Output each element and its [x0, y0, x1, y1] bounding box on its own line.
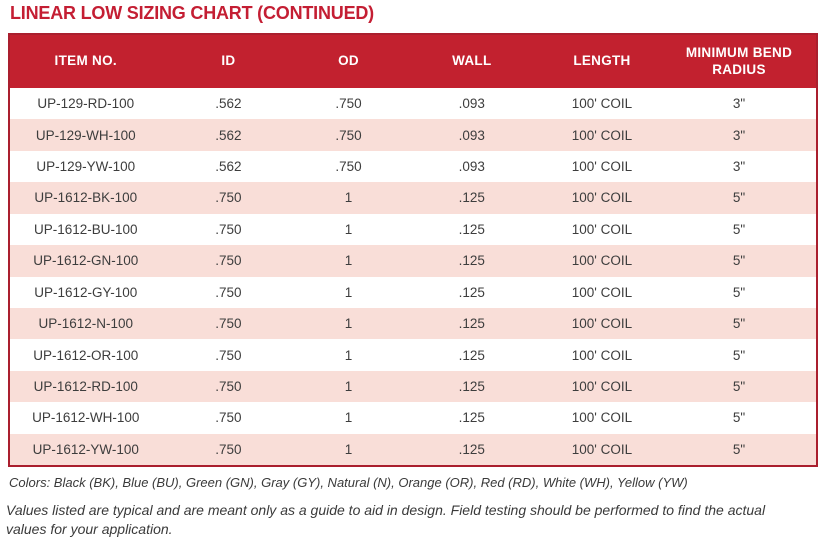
table-cell: 1: [344, 284, 353, 300]
table-cell: 5": [732, 253, 746, 269]
table-body: UP-129-RD-100.562.750.093 100' COIL 3" UP-1…: [10, 88, 816, 466]
table-row: UP-1612-BU-100 .750 1 .125 100' COIL 5": [10, 213, 816, 246]
sizing-table: ITEM NO. ID OD WALL LENGTH MINIMUM BEND RADIU…: [8, 33, 818, 467]
table-cell: 5": [732, 221, 746, 237]
table-cell: .125: [458, 347, 485, 363]
table-row: UP-1612-YW-100 .750 1 .125 100' COIL 5": [10, 433, 816, 466]
table-cell: 3": [732, 159, 746, 175]
table-cell: .750: [215, 347, 242, 363]
table-cell: 100' COIL: [571, 284, 633, 300]
table-cell: 5": [732, 284, 746, 300]
table-cell: .125: [458, 316, 485, 332]
table-cell: .562: [215, 96, 242, 112]
table-cell: UP-1612-GY-100: [34, 284, 138, 300]
table-cell: 100' COIL: [571, 379, 633, 394]
table-cell: 1: [344, 316, 353, 332]
table-cell: 100' COIL: [571, 347, 633, 363]
table-cell: .750: [215, 410, 242, 426]
table-cell: 1: [344, 221, 353, 237]
table-cell: .750: [335, 96, 362, 112]
table-cell: 5": [732, 347, 746, 363]
table-row: UP-129-RD-100 .562 .750 .093 100' COIL 3": [10, 88, 816, 120]
table-cell: 1: [344, 379, 353, 394]
table-cell: 100' COIL: [571, 159, 633, 175]
table-row: UP-1612-RD-100 .750 1 .125 100' COIL 5": [10, 370, 816, 403]
table-cell: .562: [215, 127, 242, 143]
table-row: UP-1612-WH-100 .750 1 .125 100' COIL 5": [10, 402, 816, 434]
table-cell: .750: [215, 190, 242, 206]
table-cell: .750: [215, 316, 242, 332]
column-header: MINIMUM BEND RADIUS: [685, 44, 793, 77]
table-cell: 100' COIL: [571, 253, 633, 269]
table-header-row: ITEM NO. ID OD WALL LENGTH MINIMUM BEND RADIU…: [10, 35, 816, 88]
table-cell: 1: [344, 253, 353, 269]
table-cell: UP-1612-OR-100: [33, 347, 139, 363]
table-cell: 100' COIL: [571, 127, 633, 143]
table-cell: 3": [732, 96, 746, 112]
table-cell: .750: [335, 159, 362, 175]
table-cell: .125: [458, 221, 485, 237]
table-row: UP-129-WH-100 .562 .750 .093 100' COIL 3": [10, 119, 816, 151]
table-row: UP-1612-BK-100 .750 1 .125 100' COIL 5": [10, 182, 816, 214]
table-cell: .125: [458, 284, 485, 300]
table-cell: .750: [335, 127, 362, 143]
table-cell: UP-129-RD-100: [37, 96, 135, 112]
table-cell: 100' COIL: [571, 441, 633, 457]
table-cell: 1: [344, 190, 353, 206]
table-cell: 100' COIL: [571, 190, 633, 206]
table-cell: .125: [458, 410, 485, 426]
table-cell: UP-1612-N-100: [38, 316, 134, 332]
table-row: UP-129-YW-100 .562 .750 .093 100' COIL 3": [10, 150, 816, 183]
table-row: UP-1612-GN-100 .750 1 .125 100' COIL 5": [10, 245, 816, 277]
table-cell: UP-1612-RD-100: [33, 379, 138, 394]
table-cell: 1: [344, 410, 353, 426]
table-cell: .125: [458, 190, 485, 206]
table-cell: 100' COIL: [571, 410, 633, 426]
table-cell: .125: [458, 253, 485, 269]
table-cell: 5": [732, 379, 746, 394]
table-cell: .093: [458, 159, 485, 175]
column-header: ID: [221, 53, 236, 69]
table-cell: .750: [215, 379, 242, 394]
table-cell: 5": [732, 441, 746, 457]
table-cell: 1: [344, 441, 353, 457]
table-cell: UP-1612-BU-100: [33, 221, 138, 237]
page-title: LINEAR LOW SIZING CHART (CONTINUED): [10, 3, 374, 23]
table-cell: .750: [215, 253, 242, 269]
table-cell: .093: [458, 127, 485, 143]
table-cell: 5": [732, 316, 746, 332]
column-header: LENGTH: [573, 53, 631, 69]
table-cell: .125: [458, 441, 485, 457]
table-cell: UP-1612-WH-100: [32, 410, 140, 426]
table-cell: UP-129-WH-100: [35, 127, 136, 143]
table-cell: 5": [732, 190, 746, 206]
table-cell: 100' COIL: [571, 221, 633, 237]
table-cell: 100' COIL: [571, 96, 633, 112]
table-cell: UP-1612-GN-100: [33, 253, 139, 269]
table-cell: .093: [458, 96, 485, 112]
column-header: OD: [338, 53, 359, 69]
table-cell: .750: [215, 441, 242, 457]
table-cell: .750: [215, 284, 242, 300]
table-cell: .750: [215, 221, 242, 237]
table-cell: .125: [458, 379, 485, 394]
table-cell: UP-1612-BK-100: [34, 190, 138, 206]
column-header: WALL: [452, 53, 492, 69]
table-cell: UP-129-YW-100: [36, 159, 136, 175]
table-cell: 1: [344, 347, 353, 363]
table-cell: .562: [215, 159, 242, 175]
table-cell: 100' COIL: [571, 316, 633, 332]
table-row: UP-1612-OR-100 .750 1 .125 100' COIL 5": [10, 339, 816, 371]
table-row: UP-1612-N-100 .750 1 .125 100' COIL 5": [10, 307, 816, 340]
disclaimer-text: Values listed are typical and are meant …: [6, 502, 766, 537]
color-codes-note: Colors: Black (BK), Blue (BU), Green (GN…: [9, 475, 688, 490]
table-cell: UP-1612-YW-100: [32, 441, 139, 457]
table-cell: 3": [732, 127, 746, 143]
column-header: ITEM NO.: [54, 53, 117, 69]
table-cell: 5": [732, 410, 746, 426]
table-row: UP-1612-GY-100 .750 1 .125 100' COIL 5": [10, 276, 816, 308]
